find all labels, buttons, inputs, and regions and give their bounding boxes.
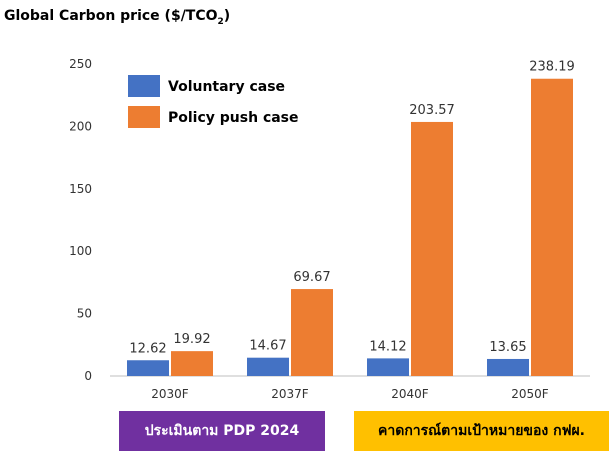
data-label-voluntary-2037F: 14.67 <box>249 339 286 354</box>
bar-voluntary-2037F <box>247 357 289 376</box>
bars-layer <box>127 78 573 376</box>
legend-swatch-policy <box>128 106 160 128</box>
labels-layer: 12.62 19.92 14.67 69.67 14.12 203.57 13.65 238.… <box>129 60 574 357</box>
y-tick-label: 0 <box>84 369 92 383</box>
data-label-voluntary-2050F: 13.65 <box>489 340 526 355</box>
legend-swatch-voluntary <box>128 75 160 97</box>
chart-title: Global Carbon price ($/TCO2) <box>4 8 231 27</box>
x-tick-label-2030F: 2030F <box>151 387 189 401</box>
bar-voluntary-2050F <box>487 358 529 376</box>
bar-policy-2040F <box>411 121 453 376</box>
pdp-assessment-badge: ประเมินตาม PDP 2024 <box>119 411 325 451</box>
x-tick-label-2040F: 2040F <box>391 387 429 401</box>
data-label-policy-2037F: 69.67 <box>293 270 330 285</box>
bar-voluntary-2030F <box>127 360 169 376</box>
y-tick-label: 250 <box>69 57 92 71</box>
data-label-policy-2030F: 19.92 <box>173 332 210 347</box>
bar-policy-2050F <box>531 78 573 376</box>
y-tick-label: 150 <box>69 182 92 196</box>
bar-voluntary-2040F <box>367 358 409 376</box>
y-tick-label: 200 <box>69 119 92 133</box>
axis-layer: 0 50 100 150 200 250 2030F 2037F 2040F 2050F <box>69 57 590 401</box>
data-label-voluntary-2040F: 14.12 <box>369 339 406 354</box>
legend-label-policy: Policy push case <box>168 110 299 126</box>
y-tick-label: 100 <box>69 244 92 258</box>
bar-chart: 0 50 100 150 200 250 2030F 2037F 2040F 2050F 12.6… <box>69 57 590 401</box>
bar-policy-2037F <box>291 289 333 376</box>
legend-label-voluntary: Voluntary case <box>168 79 285 95</box>
legend: Voluntary case Policy push case <box>128 75 299 128</box>
data-label-voluntary-2030F: 12.62 <box>129 341 166 356</box>
y-tick-label: 50 <box>77 307 92 321</box>
x-tick-label-2050F: 2050F <box>511 387 549 401</box>
data-label-policy-2050F: 238.19 <box>529 60 575 75</box>
bar-policy-2030F <box>171 351 213 376</box>
egat-target-badge: คาดการณ์ตามเป้าหมายของ กฟผ. <box>354 411 609 451</box>
x-tick-label-2037F: 2037F <box>271 387 309 401</box>
data-label-policy-2040F: 203.57 <box>409 103 455 118</box>
